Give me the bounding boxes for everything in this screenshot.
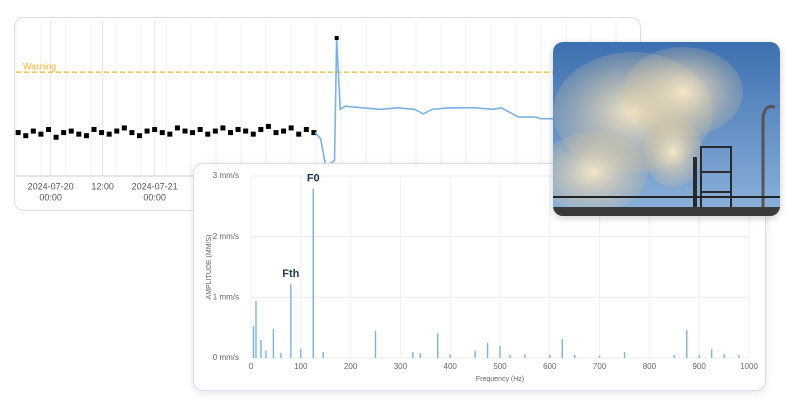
point: [167, 131, 173, 137]
x-tick-label: 1000: [740, 362, 758, 371]
point: [296, 131, 302, 137]
point: [159, 130, 165, 136]
point: [144, 128, 150, 134]
point: [114, 128, 120, 134]
point: [265, 123, 271, 129]
point: [137, 133, 142, 139]
x-tick-label: 200: [344, 362, 358, 371]
point: [129, 130, 135, 136]
x-tick-label: 12:00: [91, 181, 114, 191]
point: [235, 127, 241, 132]
point: [190, 130, 196, 136]
x-tick-label: 300: [394, 362, 408, 371]
line: [314, 38, 589, 169]
point: [212, 128, 218, 134]
point: [76, 131, 82, 137]
x-tick-label: 900: [693, 362, 707, 371]
point: [174, 125, 180, 131]
peak-annotation: F0: [307, 173, 320, 185]
point: [303, 127, 309, 132]
x-tick-label: 500: [493, 362, 507, 371]
point: [281, 128, 287, 134]
peak-annotation: Fth: [282, 268, 299, 280]
point: [205, 131, 211, 137]
x-tick-label: 0: [249, 362, 254, 371]
y-axis-label: AMPLITUDE (MM/S): [206, 235, 213, 300]
point: [53, 134, 59, 140]
warning-label: Warning: [23, 62, 56, 72]
point: [83, 133, 89, 139]
point: [311, 130, 317, 136]
x-tick-label: 700: [593, 362, 607, 371]
point: [250, 131, 256, 137]
point: [288, 125, 294, 131]
point: [15, 130, 21, 136]
x-tick-label: 00:00: [39, 192, 62, 202]
point: [23, 133, 29, 139]
x-tick-label: 2024-07-21: [132, 181, 178, 191]
photo: [553, 42, 780, 216]
point: [258, 127, 264, 132]
point: [220, 125, 226, 131]
point: [273, 130, 279, 136]
x-tick-label: 100: [294, 362, 308, 371]
x-tick-label: 00:00: [143, 192, 166, 202]
y-tick-label: 1 mm/s: [213, 292, 239, 301]
point: [243, 128, 249, 134]
point: [30, 128, 36, 134]
point: [182, 128, 188, 134]
peak-marker: [334, 36, 339, 41]
point: [197, 127, 203, 132]
point: [106, 131, 112, 137]
point: [228, 130, 233, 136]
point: [99, 130, 105, 136]
x-tick-label: 400: [444, 362, 458, 371]
smokestack-photo: [553, 42, 780, 216]
point: [38, 131, 44, 137]
x-tick-label: 2024-07-20: [28, 181, 74, 191]
y-tick-label: 3 mm/s: [213, 171, 239, 180]
x-tick-label: 800: [643, 362, 657, 371]
point: [91, 127, 97, 132]
point: [152, 127, 158, 132]
point: [121, 125, 127, 131]
y-tick-label: 0 mm/s: [213, 353, 239, 362]
x-tick-label: 600: [543, 362, 557, 371]
point: [61, 130, 67, 136]
point: [68, 128, 74, 134]
x-axis-label: Frequency (Hz): [476, 376, 524, 383]
y-tick-label: 2 mm/s: [213, 232, 239, 241]
point: [46, 127, 51, 132]
